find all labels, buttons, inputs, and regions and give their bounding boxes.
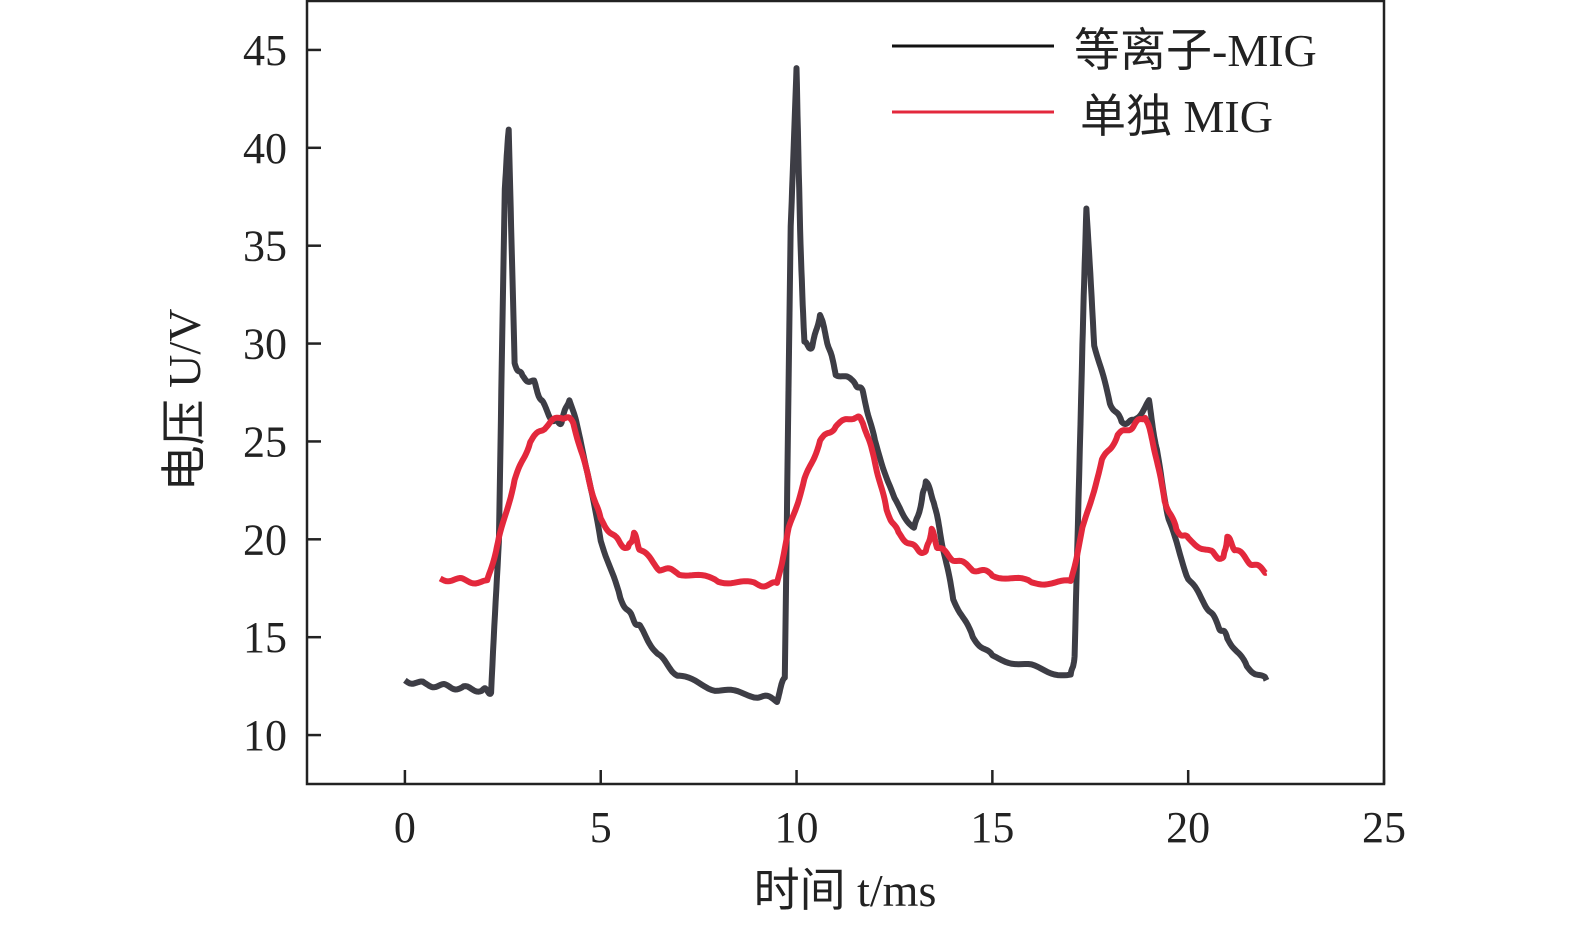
- series-line-mig: [438, 413, 1269, 590]
- y-tick-label: 40: [243, 124, 287, 173]
- y-tick-label: 35: [243, 222, 287, 271]
- y-tick-label: 15: [243, 613, 287, 662]
- series-line-plasma-mig: [403, 65, 1270, 705]
- y-tick-label: 30: [243, 320, 287, 369]
- legend-label-mig: 单独 MIG: [1080, 91, 1273, 142]
- y-tick-label: 25: [243, 417, 287, 466]
- x-tick-label: 20: [1166, 803, 1210, 852]
- y-axis-label: 电压 U/V: [159, 309, 210, 492]
- x-tick-label: 5: [590, 803, 612, 852]
- y-tick-label: 45: [243, 26, 287, 75]
- x-tick-label: 0: [394, 803, 416, 852]
- legend: 等离子-MIG 单独 MIG: [892, 25, 1317, 142]
- plot-frame: [305, 0, 1386, 786]
- x-tick-label: 10: [775, 803, 819, 852]
- x-tick-label: 15: [970, 803, 1014, 852]
- y-tick-label: 20: [243, 515, 287, 564]
- x-tick-label: 25: [1362, 803, 1406, 852]
- x-axis-label: 时间 t/ms: [754, 865, 937, 916]
- y-tick-label: 10: [243, 711, 287, 760]
- legend-label-plasma-mig: 等离子-MIG: [1074, 25, 1317, 76]
